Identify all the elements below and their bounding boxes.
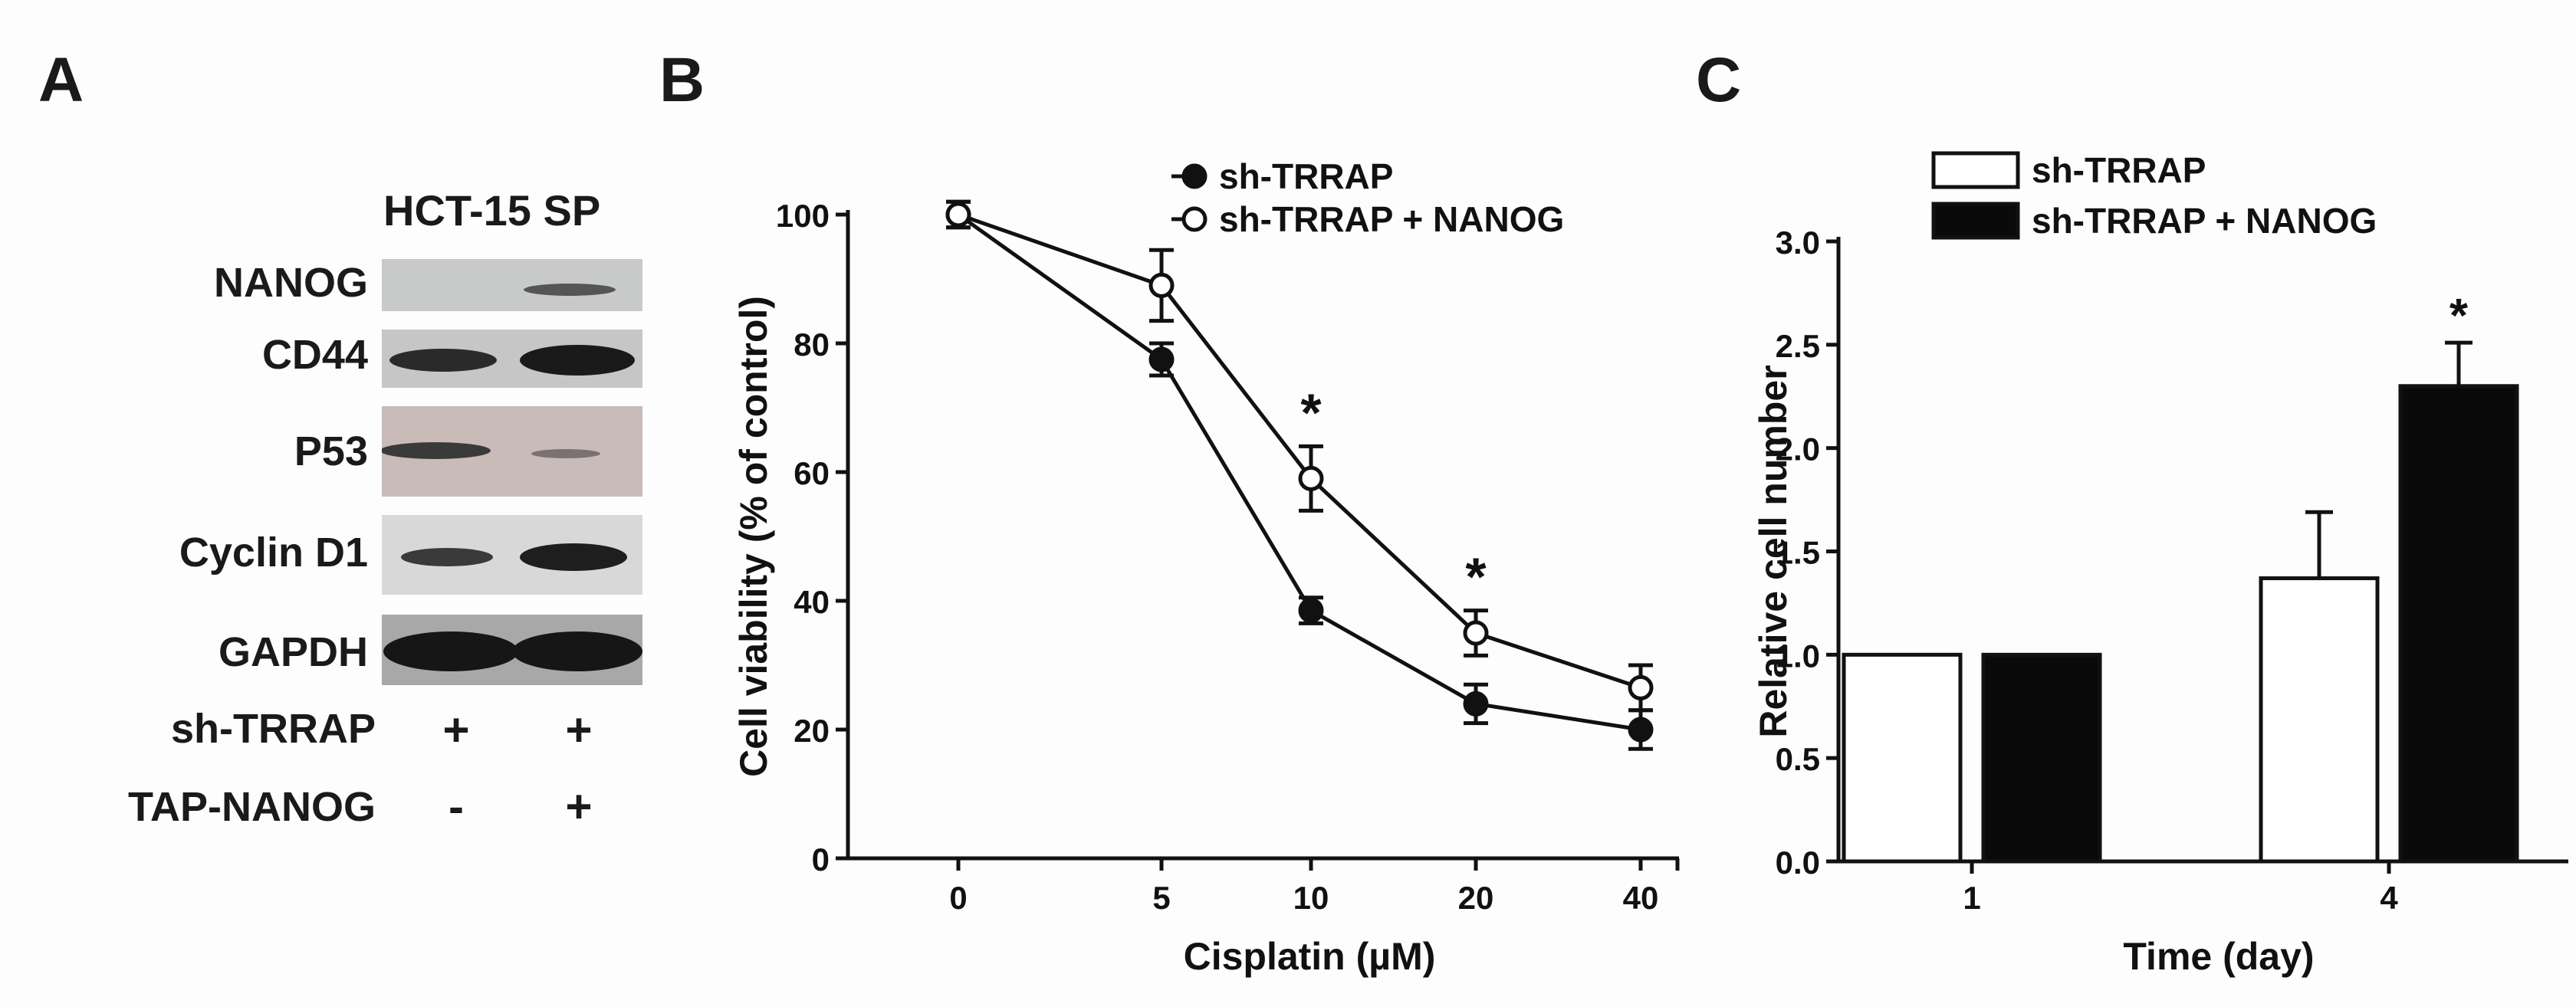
data-point	[1298, 598, 1324, 624]
x-tick-label: 0	[949, 880, 967, 916]
y-tick-label: 40	[794, 584, 830, 620]
y-tick-label: 0.0	[1776, 845, 1820, 881]
wb-label-gapdh: GAPDH	[218, 629, 368, 675]
blot-band	[520, 543, 627, 571]
wb-label-cd44: CD44	[261, 332, 368, 378]
blot-band	[389, 349, 497, 372]
y-tick-label: 2.0	[1776, 431, 1820, 467]
data-point	[1463, 620, 1489, 646]
legend-swatch	[1931, 151, 2020, 189]
significance-marker: *	[1465, 547, 1487, 607]
x-tick-label: 4	[2380, 880, 2398, 916]
blot-band	[524, 284, 616, 296]
blot-band	[382, 442, 491, 459]
y-tick-label: 80	[794, 326, 830, 362]
legend-swatch	[1931, 202, 2020, 240]
panel-label-c: C	[1696, 45, 1742, 115]
bar	[2398, 384, 2519, 864]
blot-membrane	[382, 259, 642, 311]
blot-p53	[382, 406, 642, 497]
y-tick-label: 0	[812, 841, 830, 877]
blot-band	[401, 548, 493, 566]
data-point	[1463, 690, 1489, 717]
legend-marker	[1181, 206, 1208, 232]
bar	[1842, 652, 1963, 864]
blot-band	[520, 345, 635, 376]
x-tick-label: 40	[1623, 880, 1659, 916]
legend-marker	[1181, 163, 1208, 189]
y-tick-label: 3.0	[1776, 225, 1820, 261]
blot-nanog	[382, 259, 642, 311]
condition-label-sh-trrap: sh-TRRAP	[171, 706, 376, 752]
x-tick-label: 20	[1458, 880, 1494, 916]
panel-label-b: B	[659, 45, 705, 115]
legend-label: sh-TRRAP	[1219, 156, 1393, 196]
y-axis-label: Relative cell number	[1752, 365, 1795, 737]
legend-label: sh-TRRAP	[2032, 150, 2206, 190]
blot-gapdh	[382, 615, 642, 685]
wb-label-nanog: NANOG	[214, 260, 368, 306]
condition-sign: +	[565, 704, 593, 756]
blot-band	[512, 631, 642, 671]
bar	[1981, 652, 2102, 864]
y-axis-label: Cell viability (% of control)	[732, 296, 775, 777]
blot-band	[531, 449, 600, 458]
y-tick-label: 0.5	[1776, 741, 1820, 777]
bar	[2259, 576, 2380, 864]
x-tick-label: 5	[1152, 880, 1170, 916]
data-point	[1628, 674, 1654, 700]
x-tick-label: 1	[1963, 880, 1980, 916]
y-tick-label: 1.0	[1776, 638, 1820, 674]
significance-marker: *	[2450, 290, 2469, 343]
x-tick-label: 10	[1293, 880, 1329, 916]
legend-label: sh-TRRAP + NANOG	[2032, 201, 2377, 241]
significance-marker: *	[1300, 382, 1322, 442]
data-point	[1148, 346, 1175, 372]
legend-label: sh-TRRAP + NANOG	[1219, 199, 1564, 239]
y-tick-label: 1.5	[1776, 535, 1820, 571]
y-tick-label: 2.5	[1776, 328, 1820, 364]
x-axis-label: Time (day)	[2123, 935, 2314, 978]
condition-sign: -	[449, 781, 464, 832]
data-point	[1628, 717, 1654, 743]
relative-cell-number-bar-chart: 0.0 0.5 1.0 1.5 2.0 2.5 3.0 1 4 Time (day) Relativ…	[1752, 150, 2568, 978]
wb-label-p53: P53	[294, 428, 368, 474]
blot-band	[383, 631, 518, 671]
y-tick-label: 100	[776, 198, 830, 234]
y-tick-label: 20	[794, 713, 830, 749]
data-point	[1148, 272, 1175, 298]
cell-viability-line-chart: 0 20 40 60 80 100 0 5 10 20 40 Cisplatin (µM) Cell v…	[732, 156, 1680, 978]
data-point	[1298, 465, 1324, 491]
condition-label-tap-nanog: TAP-NANOG	[128, 784, 376, 830]
wb-label-cyclin-d1: Cyclin D1	[179, 530, 368, 576]
blot-cyclin-d1	[382, 515, 642, 595]
wb-cell-line-title: HCT-15 SP	[383, 186, 601, 235]
condition-sign: +	[565, 781, 593, 832]
panel-label-a: A	[38, 45, 84, 115]
x-axis-label: Cisplatin (µM)	[1184, 935, 1436, 978]
y-tick-label: 60	[794, 455, 830, 491]
condition-sign: +	[442, 704, 470, 756]
blot-cd44	[382, 330, 642, 388]
data-point	[945, 202, 971, 228]
